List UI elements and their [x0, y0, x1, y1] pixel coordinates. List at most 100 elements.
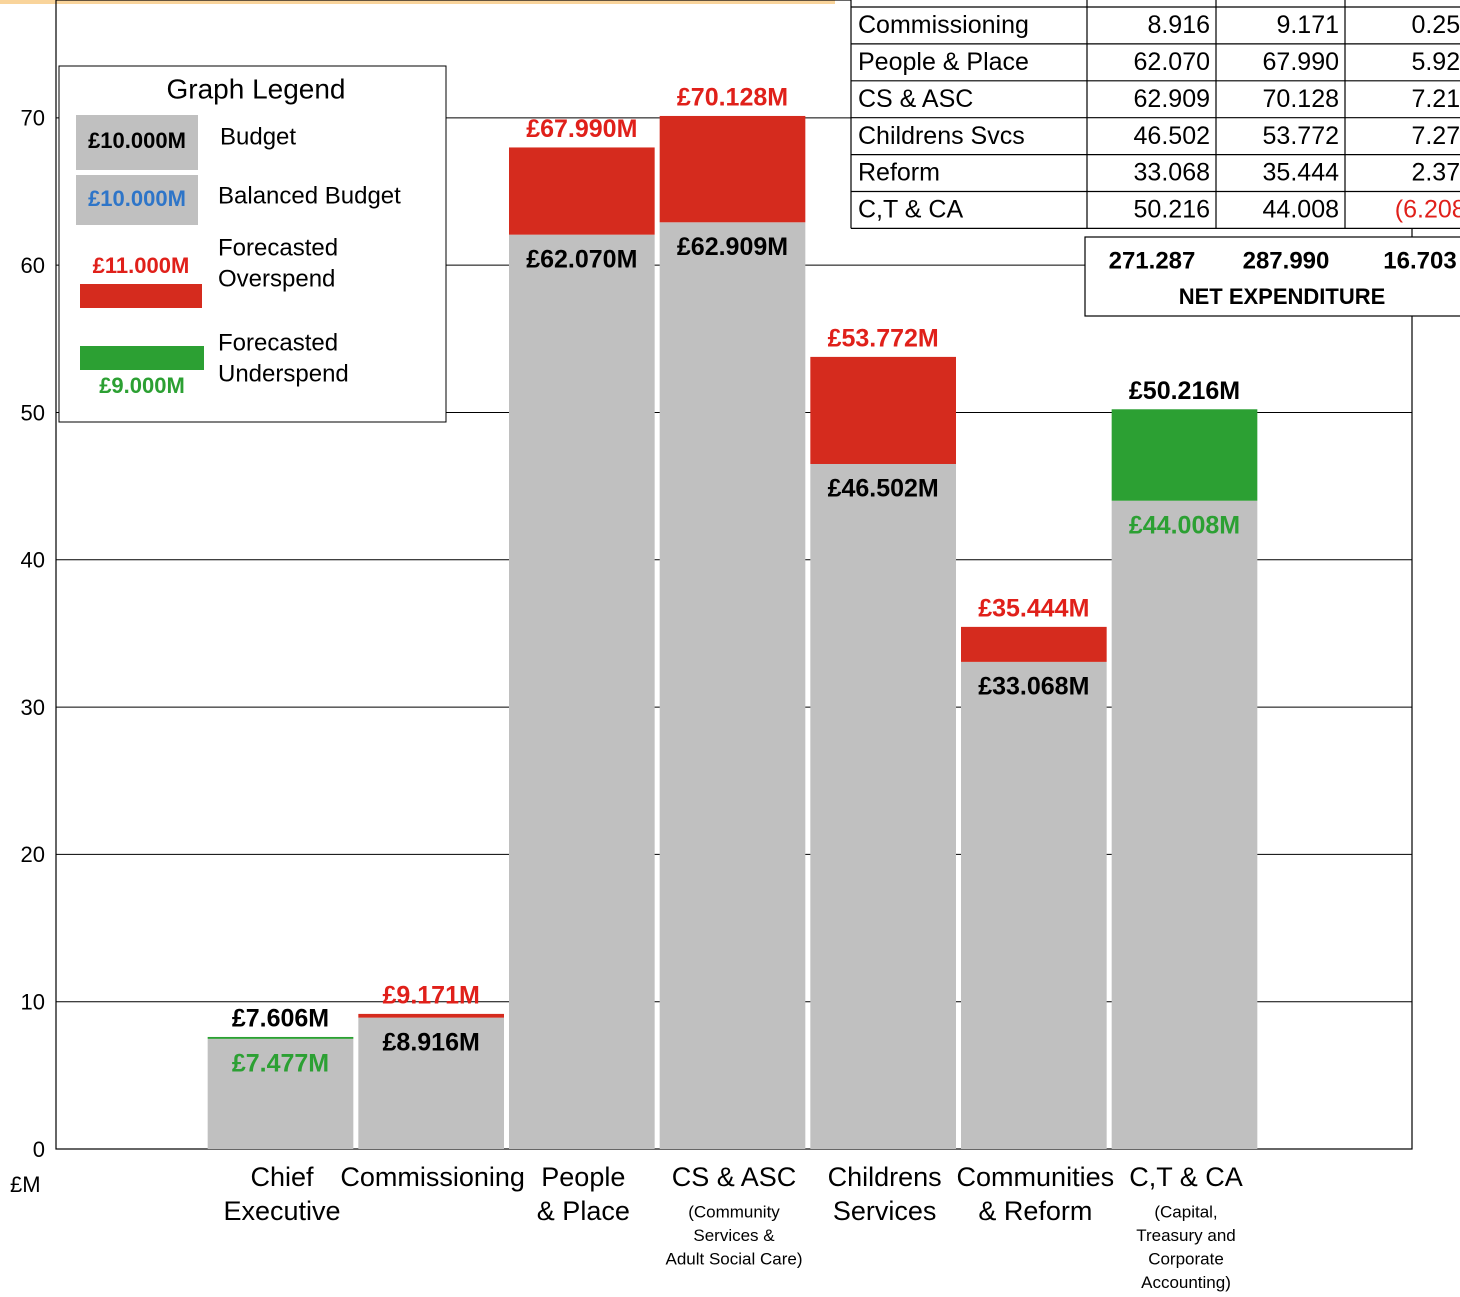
- bar-base: [961, 661, 1107, 1149]
- x-tick-label: Services: [833, 1196, 937, 1226]
- value-label: £44.008M: [1129, 511, 1240, 539]
- overspend-segment: [358, 1013, 504, 1018]
- value-label: £67.990M: [526, 115, 637, 143]
- value-label: £62.070M: [526, 245, 637, 273]
- y-tick-label: 20: [21, 842, 45, 867]
- legend-swatch: [76, 115, 198, 170]
- bar-base: [207, 1038, 354, 1149]
- value-label: £70.128M: [677, 84, 788, 112]
- legend-swatch: [80, 346, 204, 370]
- x-tick-note: (Community: [688, 1202, 780, 1221]
- table-cell: 33.068: [1134, 159, 1210, 187]
- table-cell: 50.216: [1134, 196, 1210, 224]
- underspend-segment: [1111, 409, 1258, 501]
- legend-title: Graph Legend: [166, 73, 345, 104]
- value-label: £53.772M: [828, 325, 939, 353]
- x-tick-label: & Reform: [978, 1196, 1092, 1226]
- overspend-segment: [659, 115, 806, 223]
- bar-base: [1111, 500, 1258, 1150]
- bar-base: [810, 463, 956, 1150]
- legend-swatch: [80, 284, 202, 308]
- total-value: 16.703: [1383, 247, 1456, 274]
- table-cell: 62.070: [1134, 48, 1210, 76]
- totals-label: NET EXPENDITURE: [1179, 284, 1386, 309]
- x-tick-label: Commissioning: [340, 1162, 525, 1192]
- legend-label: Overspend: [218, 265, 335, 292]
- x-tick-note: Adult Social Care): [665, 1249, 802, 1268]
- total-value: 271.287: [1109, 247, 1196, 274]
- x-tick-label: C,T & CA: [1129, 1162, 1243, 1192]
- y-tick-label: 50: [21, 400, 45, 425]
- table-cell: 5.920: [1411, 48, 1460, 76]
- x-tick-label: CS & ASC: [672, 1162, 797, 1192]
- y-tick-label: 10: [21, 990, 45, 1015]
- table-cell: 7.219: [1411, 85, 1460, 113]
- legend-label: Underspend: [218, 360, 349, 387]
- legend-sample: £9.000M: [99, 373, 185, 398]
- x-tick-note: (Capital,: [1154, 1202, 1217, 1221]
- x-tick-label: Childrens: [828, 1162, 942, 1192]
- table-cell: C,T & CA: [858, 196, 963, 224]
- bar-base: [358, 1017, 504, 1149]
- table-cell: 70.128: [1263, 85, 1339, 113]
- value-label: £33.068M: [978, 672, 1089, 700]
- y-tick-label: 30: [21, 695, 45, 720]
- legend-swatch: [76, 175, 198, 225]
- totals-box: [1084, 236, 1460, 317]
- value-label: £7.606M: [232, 1005, 329, 1033]
- y-tick-label: 0: [33, 1137, 45, 1162]
- table-cell: 2.376: [1411, 159, 1460, 187]
- table-cell: 7.270: [1411, 122, 1460, 150]
- table-cell: People & Place: [858, 48, 1029, 76]
- total-value: 287.990: [1243, 247, 1330, 274]
- value-label: £35.444M: [978, 594, 1089, 622]
- legend-sample: £10.000M: [88, 128, 186, 153]
- table-cell: 67.990: [1263, 48, 1339, 76]
- table-cell: Childrens Svcs: [858, 122, 1025, 150]
- x-tick-label: People: [541, 1162, 625, 1192]
- table-cell: 53.772: [1263, 122, 1339, 150]
- value-label: £62.909M: [677, 233, 788, 261]
- table-cell: Reform: [858, 159, 940, 187]
- underspend-segment: [207, 1036, 354, 1039]
- y-unit: £M: [10, 1172, 41, 1197]
- table-cell: 9.171: [1276, 11, 1339, 39]
- table-bg: [851, 0, 1460, 229]
- overspend-segment: [810, 356, 956, 464]
- x-tick-label: Chief: [250, 1162, 314, 1192]
- table-cell: 35.444: [1263, 159, 1340, 187]
- top-accent: [0, 0, 835, 4]
- value-label: £9.171M: [383, 982, 480, 1010]
- value-label: £7.477M: [232, 1049, 329, 1077]
- value-label: £46.502M: [828, 475, 939, 503]
- legend-sample: £11.000M: [93, 253, 190, 278]
- x-tick-note: Services &: [693, 1226, 775, 1245]
- table-cell: 0.255: [1411, 11, 1460, 39]
- legend-label: Budget: [220, 123, 296, 150]
- y-tick-label: 70: [21, 106, 45, 131]
- table-cell: Commissioning: [858, 11, 1029, 39]
- table-cell: CS & ASC: [858, 85, 973, 113]
- table-cell: 44.008: [1263, 196, 1339, 224]
- value-label: £50.216M: [1129, 377, 1240, 405]
- x-tick-label: Communities: [957, 1162, 1115, 1192]
- y-tick-label: 40: [21, 548, 45, 573]
- legend-sample: £10.000M: [88, 186, 186, 211]
- table-cell: 8.916: [1147, 11, 1210, 39]
- table-cell: (6.208): [1395, 196, 1460, 224]
- bar-base: [659, 222, 806, 1150]
- y-tick-label: 60: [21, 253, 45, 278]
- legend-label: Forecasted: [218, 329, 338, 356]
- legend-label: Balanced Budget: [218, 182, 401, 209]
- overspend-segment: [509, 147, 655, 235]
- x-tick-note: Treasury and: [1136, 1226, 1236, 1245]
- x-tick-label: & Place: [537, 1196, 630, 1226]
- bar-base: [509, 234, 655, 1150]
- x-tick-note: Accounting): [1141, 1273, 1231, 1292]
- table-cell: 46.502: [1134, 122, 1210, 150]
- table-cell: 62.909: [1134, 85, 1210, 113]
- overspend-segment: [961, 626, 1107, 662]
- value-label: £8.916M: [383, 1028, 480, 1056]
- x-tick-label: Executive: [223, 1196, 340, 1226]
